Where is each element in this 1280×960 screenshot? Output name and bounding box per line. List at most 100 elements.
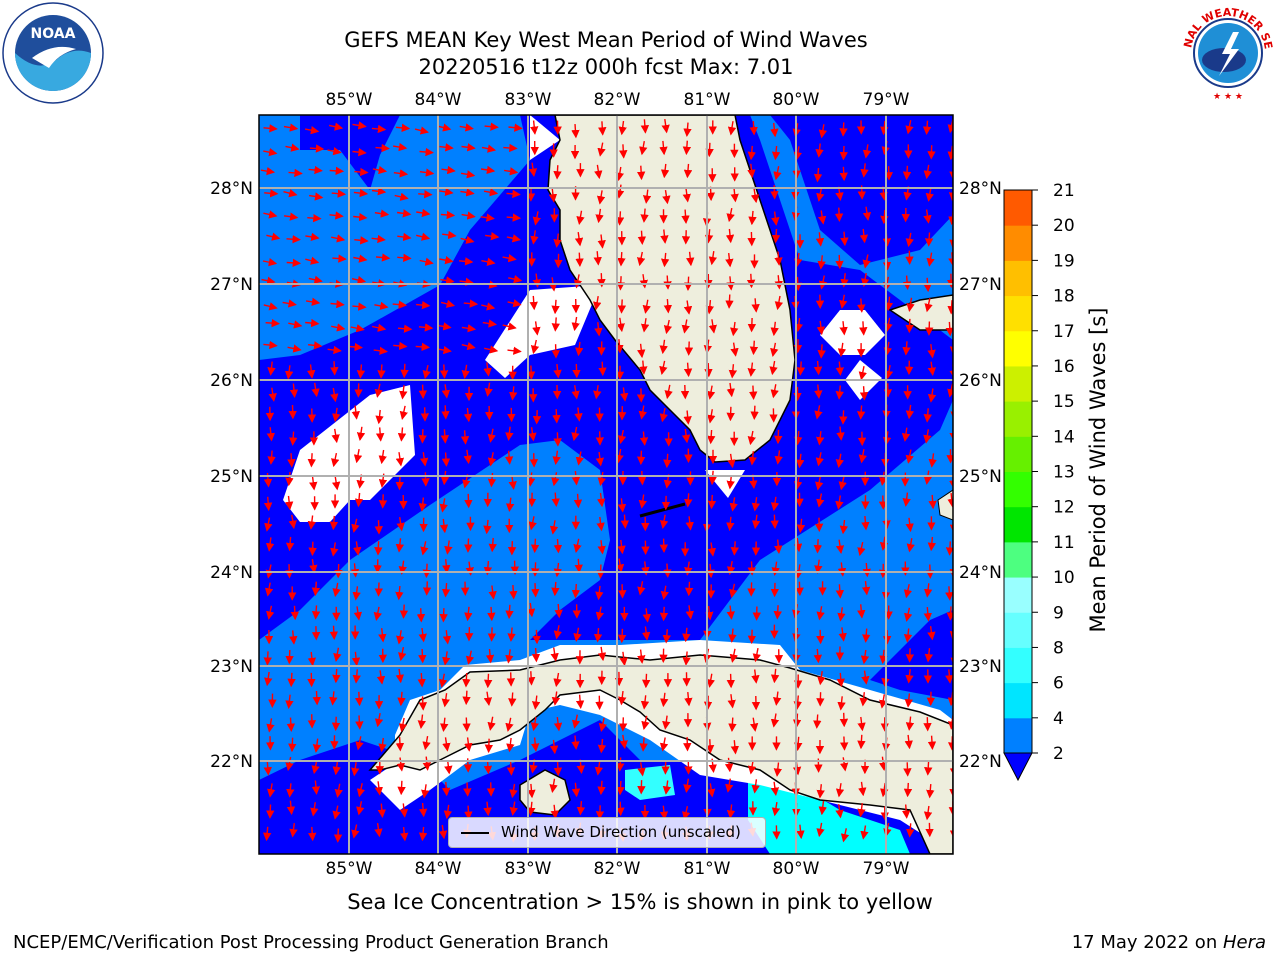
wind-arrow [506, 189, 521, 199]
no-data-patch [370, 760, 430, 810]
wind-arrow [352, 147, 367, 157]
wind-arrow [597, 234, 606, 249]
wind-arrow [508, 123, 523, 132]
colorbar-bin [1004, 365, 1032, 402]
wind-arrow [751, 497, 760, 512]
wind-arrow [683, 362, 693, 378]
wind-arrow [615, 558, 625, 573]
wind-arrow [813, 714, 822, 729]
lon-label: 80°W [773, 859, 820, 879]
wind-arrow [837, 696, 846, 711]
wind-arrow [772, 691, 782, 706]
colorbar-bin [1004, 577, 1032, 613]
wind-arrow [620, 514, 630, 529]
wind-arrow [815, 143, 824, 158]
wind-arrow [770, 122, 779, 138]
wind-arrow [927, 536, 937, 552]
wind-arrow [483, 519, 492, 535]
wind-arrow [418, 497, 427, 512]
wind-arrow [506, 213, 522, 222]
wind-arrow [773, 762, 783, 777]
wind-arrow [705, 606, 714, 621]
wind-arrow [637, 649, 646, 664]
wind-arrow [708, 319, 717, 334]
wind-arrow [861, 581, 871, 596]
wind-arrow [288, 320, 303, 329]
lon-label: 85°W [326, 90, 373, 110]
wind-arrow [573, 627, 582, 642]
lat-labels-right: 28°N 27°N 26°N 25°N 24°N 23°N 22°N [959, 179, 1002, 772]
wind-arrow [839, 519, 849, 535]
sea-ice-note: Sea Ice Concentration > 15% is shown in … [347, 890, 933, 914]
wind-arrow [327, 147, 342, 156]
wind-arrow [374, 541, 383, 556]
wind-arrow [263, 210, 278, 219]
wind-arrow [506, 234, 521, 243]
wind-arrow [880, 120, 889, 136]
wind-arrow [265, 564, 274, 579]
wind-arrow [705, 739, 715, 754]
wind-arrow [726, 207, 735, 223]
wind-arrow [571, 471, 581, 486]
wind-arrow [835, 584, 845, 599]
wind-arrow [905, 716, 915, 731]
wind-arrow [509, 801, 518, 816]
wind-arrow [661, 119, 670, 134]
wind-arrow [903, 584, 913, 599]
wind-arrow [374, 520, 383, 535]
wind-arrow [923, 408, 932, 423]
wind-arrow [351, 405, 360, 420]
wind-arrow [530, 230, 539, 245]
wind-arrow [462, 717, 471, 732]
wind-arrow [728, 364, 738, 379]
wind-arrow [642, 608, 651, 623]
wind-arrow [593, 385, 602, 400]
wind-arrow [749, 121, 758, 136]
colorbar-bin [1004, 541, 1032, 578]
wind-arrow [371, 187, 387, 196]
wind-arrow [260, 166, 276, 176]
wind-arrow [924, 761, 933, 776]
wind-arrow [530, 120, 539, 135]
wind-arrow [484, 122, 499, 131]
wind-arrow [945, 321, 953, 337]
wind-arrow [415, 342, 430, 352]
wind-arrow [663, 563, 672, 578]
wind-arrow [463, 407, 473, 423]
wind-arrow [906, 823, 915, 838]
wind-arrow [619, 387, 629, 402]
wind-arrow [681, 428, 691, 444]
wind-arrow [683, 778, 692, 793]
colorbar-bin [1004, 295, 1032, 332]
wind-arrow [706, 673, 715, 688]
wind-arrow [639, 737, 648, 752]
wind-arrow [815, 476, 824, 491]
wind-arrow [464, 805, 473, 820]
wind-arrow [332, 254, 347, 263]
wind-arrow [464, 606, 473, 622]
wind-arrow [659, 407, 668, 423]
wind-arrow [708, 250, 718, 266]
wind-arrow [905, 232, 914, 248]
wind-arrow [526, 602, 536, 618]
wind-arrow [462, 673, 471, 688]
wind-arrow [727, 694, 736, 709]
wind-arrow [859, 228, 869, 244]
wind-arrow [416, 208, 431, 218]
wind-arrow [532, 211, 541, 226]
wind-arrow [662, 715, 671, 730]
wind-arrow [770, 342, 779, 357]
wind-arrow [572, 363, 581, 379]
wind-arrow [400, 363, 409, 379]
wind-arrow [796, 518, 806, 534]
wind-arrow [284, 365, 294, 380]
wind-arrow [571, 714, 581, 729]
chart-subtitle: 20220516 t12z 000h fcst Max: 7.01 [418, 55, 794, 79]
wind-arrow [308, 275, 323, 284]
wind-arrow [663, 453, 672, 469]
wind-arrow [902, 165, 912, 181]
wind-arrow [418, 628, 427, 643]
chart-title: GEFS MEAN Key West Mean Period of Wind W… [344, 28, 868, 52]
lat-label: 26°N [210, 371, 253, 391]
wind-arrow [264, 671, 273, 687]
